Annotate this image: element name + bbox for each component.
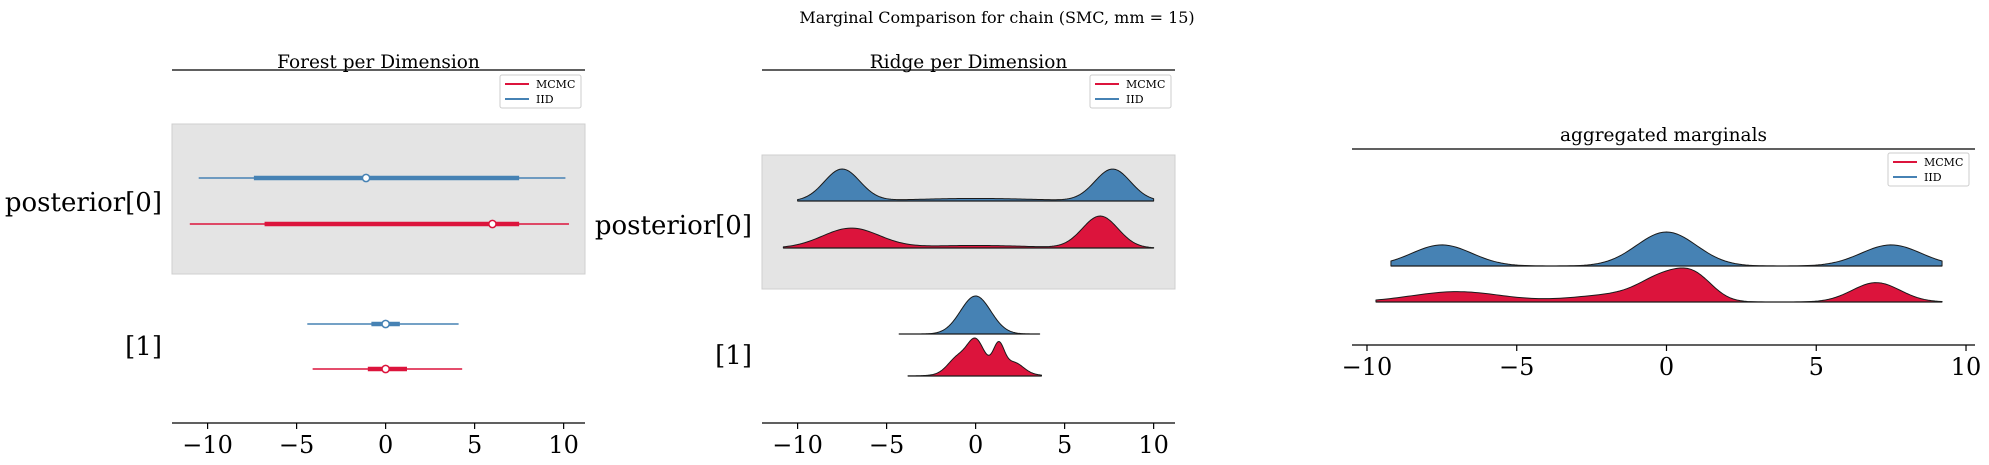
figure-suptitle: Marginal Comparison for chain (SMC, mm =… [799,8,1194,27]
point-estimate-iid [361,173,371,183]
x-tick-label: 10 [1951,353,1982,381]
panel-title: Ridge per Dimension [870,52,1068,73]
x-tick-label: 5 [467,431,482,459]
row-shading-band [171,123,586,275]
x-tick-label: 0 [1659,353,1674,381]
x-tick-label: 0 [378,431,393,459]
density-ridge-iid [898,295,1041,335]
point-estimate-mcmc [488,219,497,229]
aggregated-panel: aggregated marginals −10 −5 0 5 10 MCMC IID [1342,125,1982,381]
ridge-panel: Ridge per Dimension posterior[0] [1] −10 −5 0… [595,52,1176,459]
density-ridge-iid [1390,231,1943,267]
row-label: [1] [125,332,162,362]
legend-label-iid: IID [1924,171,1942,184]
row-label: posterior[0] [5,188,162,218]
x-tick-label: 10 [1138,431,1169,459]
density-ridge-mcmc [907,337,1042,377]
legend-label-iid: IID [536,93,554,106]
x-tick-label: 0 [968,431,983,459]
x-tick-label: 10 [548,431,579,459]
row-label: posterior[0] [595,211,752,241]
row-label: [1] [715,341,752,371]
x-tick-label: −5 [1499,353,1534,381]
legend-label-mcmc: MCMC [1126,78,1165,91]
forest-panel: Forest per Dimension posterior[0] [1] −10 −5… [5,52,586,459]
x-tick-label: −5 [869,431,904,459]
x-tick-label: −10 [772,431,823,459]
panel-title: aggregated marginals [1560,125,1767,146]
legend-label-mcmc: MCMC [1924,156,1963,169]
density-ridge-mcmc [782,215,1155,249]
density-ridge-mcmc [1375,267,1943,303]
legend-label-iid: IID [1126,93,1144,106]
x-tick-label: 5 [1809,353,1824,381]
panel-title: Forest per Dimension [277,52,480,73]
x-tick-label: −10 [182,431,233,459]
density-ridge-iid [797,168,1155,202]
x-tick-label: −10 [1342,353,1393,381]
x-tick-label: 5 [1057,431,1072,459]
x-tick-label: −5 [279,431,314,459]
legend-label-mcmc: MCMC [536,78,575,91]
point-estimate-iid [381,319,390,329]
point-estimate-mcmc [381,364,390,374]
